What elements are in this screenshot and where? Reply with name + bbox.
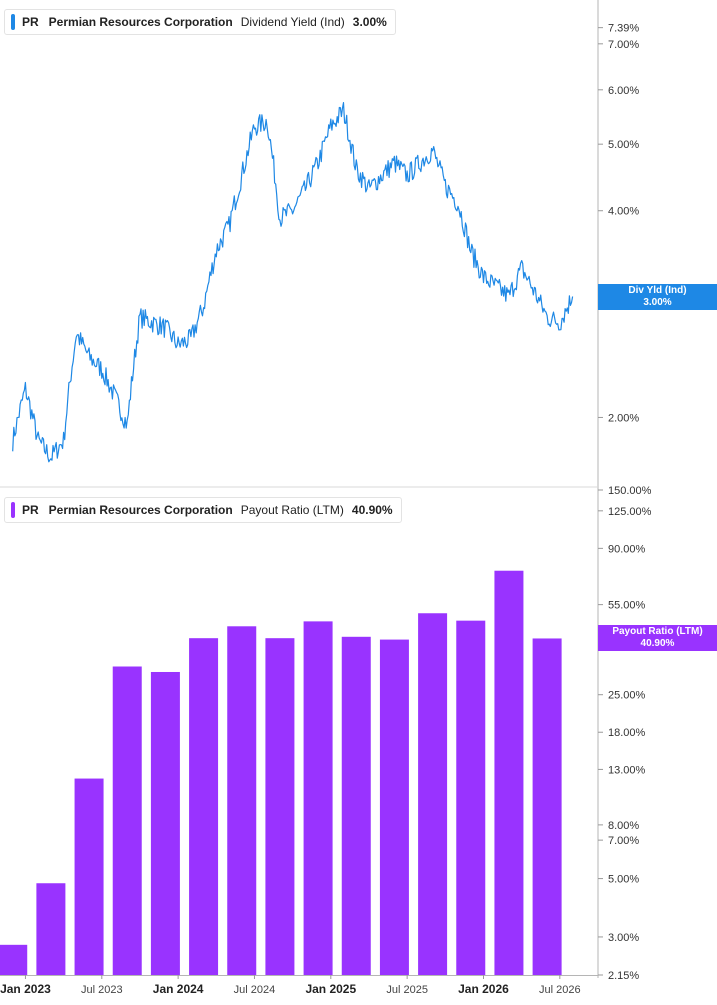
payout-bar (379, 639, 409, 975)
legend-company: Permian Resources Corporation (48, 15, 233, 29)
series-color-swatch (11, 502, 15, 518)
payout-y-tick-label: 25.00% (608, 690, 646, 702)
x-tick-label: Jul 2026 (539, 984, 581, 996)
yield-y-tick-label: 2.00% (608, 412, 639, 424)
yield-y-tick-label: 7.39% (608, 23, 639, 35)
tag-label: Payout Ratio (LTM) (612, 626, 703, 638)
yield-y-tick-label: 4.00% (608, 206, 639, 218)
payout-bar (74, 778, 104, 975)
payout-y-tick-label: 150.00% (608, 485, 652, 497)
dividend-yield-value-tag: Div Yld (Ind) 3.00% (598, 283, 717, 310)
x-tick-label: Jan 2026 (458, 982, 509, 996)
x-tick-label: Jul 2023 (81, 984, 123, 996)
yield-y-tick-label: 7.00% (608, 39, 639, 51)
series-color-swatch (11, 14, 15, 30)
x-tick-label: Jul 2024 (234, 984, 276, 996)
dividend-yield-legend[interactable]: PR Permian Resources Corporation Dividen… (4, 9, 396, 35)
payout-ratio-legend[interactable]: PR Permian Resources Corporation Payout … (4, 497, 402, 523)
legend-value: 40.90% (351, 503, 393, 517)
payout-y-tick-label: 5.00% (608, 874, 639, 886)
x-tick-label: Jul 2025 (386, 984, 428, 996)
payout-bar (532, 638, 562, 975)
payout-y-tick-label: 13.00% (608, 764, 646, 776)
payout-bars (0, 570, 562, 975)
payout-bar (265, 638, 295, 975)
x-tick-label: Jan 2023 (0, 982, 51, 996)
payout-y-tick-label: 2.15% (608, 970, 639, 982)
payout-bar (189, 638, 219, 975)
legend-company: Permian Resources Corporation (48, 503, 233, 517)
legend-value: 3.00% (352, 15, 387, 29)
payout-bar (456, 620, 486, 975)
legend-metric: Payout Ratio (LTM) (240, 503, 344, 517)
payout-bar (112, 666, 142, 975)
payout-y-tick-label: 55.00% (608, 600, 646, 612)
payout-bar (418, 613, 448, 975)
payout-y-tick-label: 3.00% (608, 932, 639, 944)
payout-bar (341, 636, 371, 975)
dividend-yield-line (12, 101, 574, 463)
legend-ticker: PR (22, 503, 39, 517)
payout-bar (494, 570, 524, 975)
tag-label: Div Yld (Ind) (628, 284, 687, 296)
payout-bar (150, 671, 180, 975)
payout-y-tick-label: 125.00% (608, 506, 652, 518)
yield-y-tick-label: 6.00% (608, 85, 639, 97)
payout-y-tick-label: 8.00% (608, 820, 639, 832)
legend-ticker: PR (22, 15, 39, 29)
x-tick-label: Jan 2025 (305, 982, 356, 996)
legend-metric: Dividend Yield (Ind) (240, 15, 345, 29)
x-tick-label: Jan 2024 (153, 982, 204, 996)
payout-y-tick-label: 18.00% (608, 727, 646, 739)
payout-bar (227, 626, 257, 975)
yield-y-tick-label: 5.00% (608, 139, 639, 151)
payout-y-tick-label: 7.00% (608, 835, 639, 847)
payout-y-tick-label: 90.00% (608, 543, 646, 555)
payout-ratio-value-tag: Payout Ratio (LTM) 40.90% (598, 625, 717, 652)
tag-value: 3.00% (643, 296, 672, 308)
payout-bar (303, 621, 333, 975)
payout-bar (0, 944, 28, 975)
payout-bar (36, 883, 66, 975)
tag-value: 40.90% (640, 638, 675, 650)
